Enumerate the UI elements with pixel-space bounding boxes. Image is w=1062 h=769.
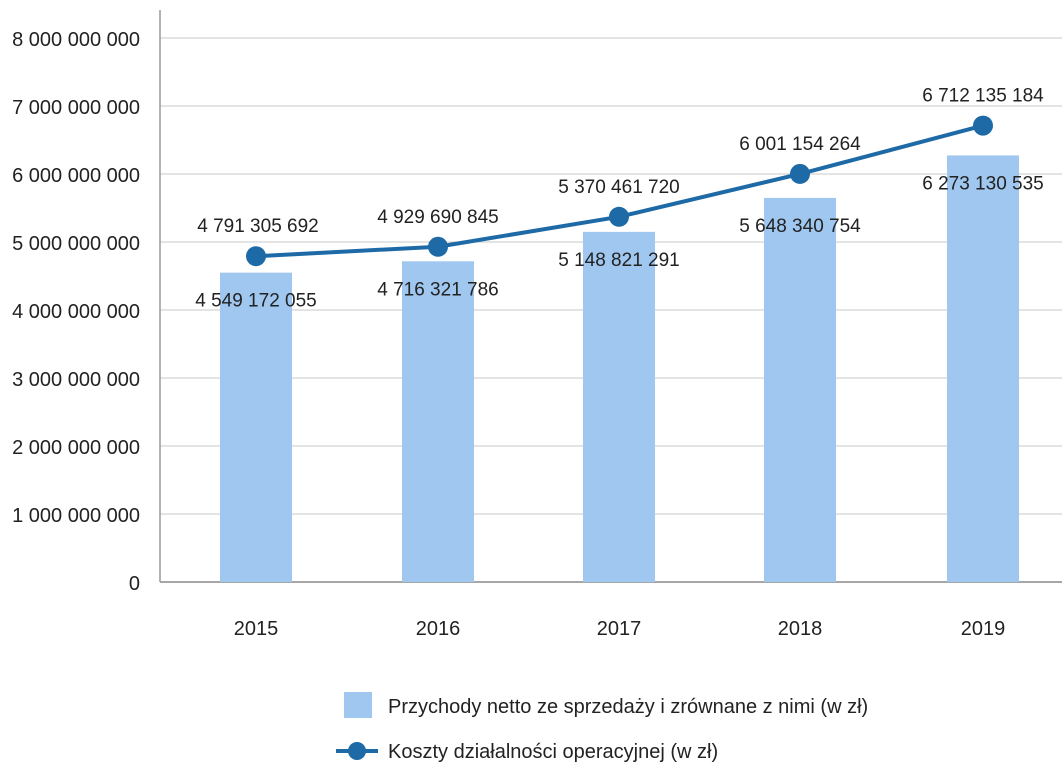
y-tick-label: 7 000 000 000 bbox=[12, 97, 140, 119]
y-tick-label: 2 000 000 000 bbox=[12, 437, 140, 459]
line-data-label: 6 001 154 264 bbox=[739, 134, 861, 155]
legend-swatch-marker bbox=[348, 742, 366, 760]
line-point bbox=[790, 163, 810, 184]
y-tick-label: 4 000 000 000 bbox=[12, 301, 140, 323]
line-data-label: 4 791 305 692 bbox=[197, 216, 319, 237]
bar-data-label: 4 716 321 786 bbox=[377, 279, 499, 300]
bar bbox=[947, 155, 1019, 582]
y-tick-label: 8 000 000 000 bbox=[12, 29, 140, 51]
line-series bbox=[246, 115, 993, 267]
y-tick-label: 5 000 000 000 bbox=[12, 233, 140, 255]
legend: Przychody netto ze sprzedaży i zrównane … bbox=[336, 692, 868, 763]
line-point bbox=[246, 246, 266, 267]
y-tick-label: 3 000 000 000 bbox=[12, 369, 140, 391]
bar bbox=[583, 231, 655, 582]
bar bbox=[220, 272, 292, 582]
bar-data-label: 5 648 340 754 bbox=[739, 216, 861, 237]
line-point bbox=[428, 236, 448, 257]
bar-data-label: 4 549 172 055 bbox=[195, 291, 317, 312]
line-point bbox=[973, 115, 993, 136]
legend-label-bar: Przychody netto ze sprzedaży i zrównane … bbox=[388, 696, 868, 718]
bar-data-label: 6 273 130 535 bbox=[922, 173, 1044, 194]
line-data-label: 6 712 135 184 bbox=[922, 86, 1044, 107]
legend-label-line: Koszty działalności operacyjnej (w zł) bbox=[388, 741, 718, 763]
x-tick-label: 2015 bbox=[234, 618, 279, 640]
x-tick-label: 2018 bbox=[778, 618, 823, 640]
y-tick-label: 0 bbox=[129, 573, 140, 595]
x-tick-label: 2019 bbox=[961, 618, 1006, 640]
legend-swatch-bar bbox=[344, 692, 372, 718]
bar bbox=[402, 261, 474, 582]
bar-data-label: 5 148 821 291 bbox=[558, 250, 680, 271]
line-data-label: 5 370 461 720 bbox=[558, 177, 680, 198]
x-tick-label: 2017 bbox=[597, 618, 642, 640]
line-point bbox=[609, 206, 629, 227]
data-labels: 4 549 172 055 4 716 321 786 5 148 821 291 5… bbox=[195, 86, 1044, 312]
x-axis-ticks: 2015 2016 2017 2018 2019 bbox=[234, 618, 1006, 640]
y-tick-label: 6 000 000 000 bbox=[12, 165, 140, 187]
bars bbox=[220, 155, 1019, 582]
line-data-label: 4 929 690 845 bbox=[377, 207, 499, 228]
y-tick-label: 1 000 000 000 bbox=[12, 505, 140, 527]
y-axis-ticks: 0 1 000 000 000 2 000 000 000 3 000 000 000… bbox=[12, 29, 140, 595]
bar bbox=[764, 197, 836, 582]
x-tick-label: 2016 bbox=[416, 618, 461, 640]
